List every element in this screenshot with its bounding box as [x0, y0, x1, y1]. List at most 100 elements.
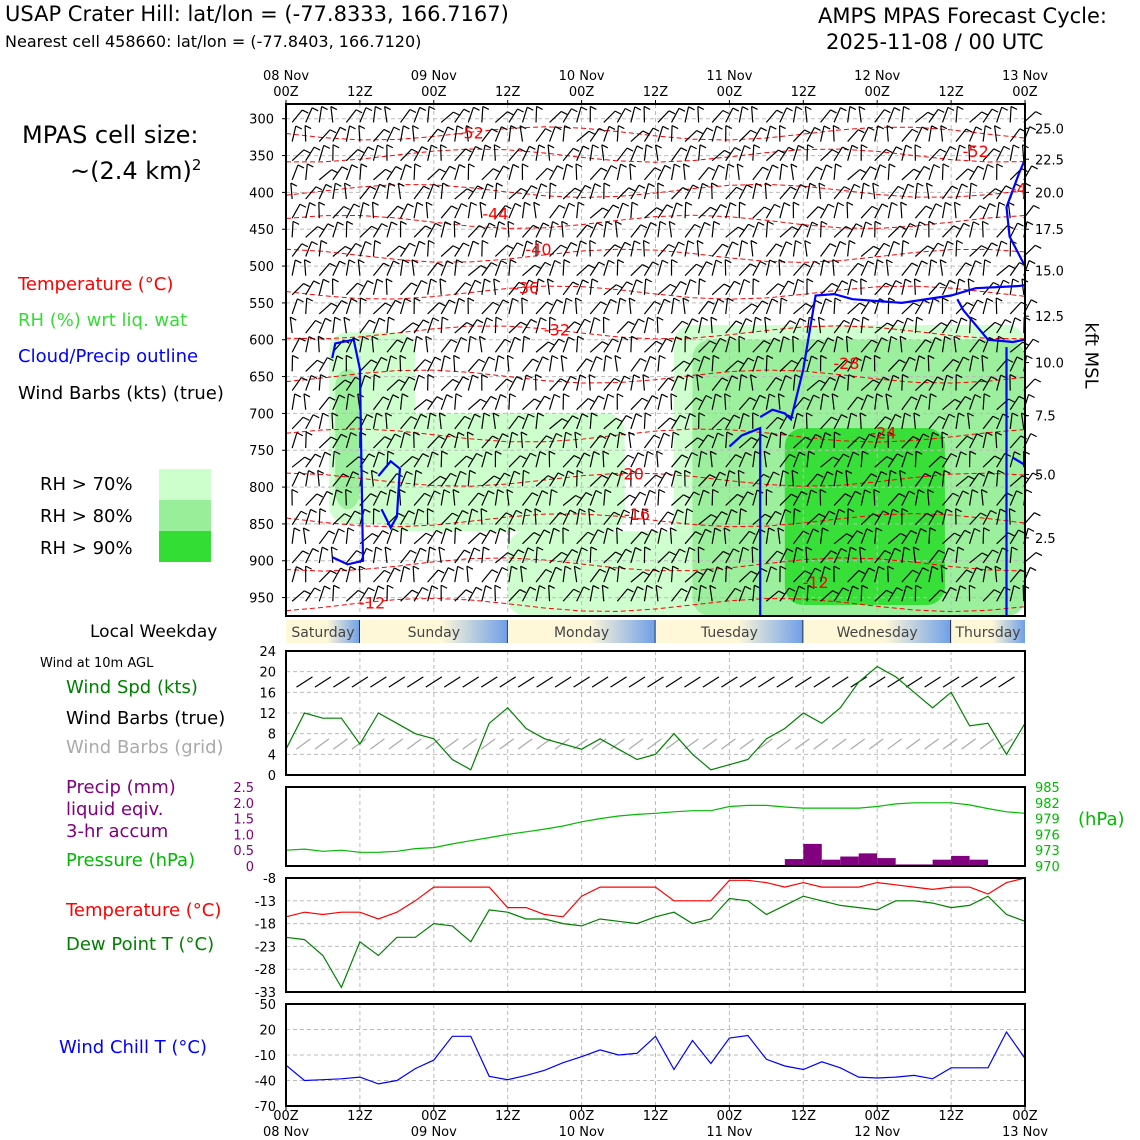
wind-barb-flag: [884, 549, 892, 555]
wind-barb-flag: [915, 450, 923, 455]
wind-barb-flag: [953, 225, 960, 230]
wind-barb-flag: [436, 396, 444, 401]
wind-barb-flag: [574, 187, 582, 192]
wind-barb: [779, 107, 788, 123]
wind-barb: [291, 456, 306, 468]
wind-barb: [874, 164, 881, 181]
wind-barb-flag: [910, 530, 918, 535]
wind-barb-flag: [1031, 165, 1038, 170]
wind-barb: [588, 508, 591, 525]
wind-barb: [454, 108, 465, 123]
wind-barb-flag: [924, 473, 932, 478]
wind-barb-flag: [616, 393, 624, 398]
wind-barb: [480, 508, 483, 525]
wind-barb-flag: [421, 279, 428, 285]
wind-barb-flag: [867, 394, 874, 399]
wind-barb-flag: [747, 357, 755, 362]
time-axis-label: 11 Nov: [706, 69, 752, 84]
wind-barb: [941, 336, 946, 353]
wind-barb-flag: [886, 125, 894, 130]
wind-barb-flag: [772, 164, 779, 169]
wind-barb: [779, 548, 788, 564]
kft-tick-label: 12.5: [1035, 310, 1064, 325]
wind-barb-flag: [465, 589, 473, 594]
wind-barb: [887, 185, 899, 200]
wind-barb: [765, 109, 778, 123]
wind-barb-flag: [942, 297, 949, 302]
wind-barb: [467, 470, 471, 487]
wind-barb: [833, 470, 838, 487]
wind-barb: [847, 145, 853, 161]
wind-barb: [805, 546, 808, 563]
wind-barb-flag: [567, 470, 575, 475]
wind-barb-flag: [908, 490, 916, 495]
wind-barb: [996, 470, 999, 487]
wind-barb-flag: [430, 278, 438, 283]
wind-barb-flag: [520, 431, 528, 436]
wind-barb-flag: [302, 109, 309, 114]
wind-barb: [738, 491, 749, 506]
wind-barb-flag: [874, 354, 881, 359]
wind-barb-flag: [1015, 183, 1022, 188]
wind-barb-flag: [480, 508, 488, 513]
wind-barb-flag: [313, 280, 320, 285]
time-axis-label: 12Z: [938, 85, 964, 100]
true-wind-barb: [887, 676, 905, 688]
wind-barb-flag: [905, 144, 913, 149]
wind-barb-flag: [638, 318, 645, 323]
wind-barb: [400, 589, 413, 602]
wind-barb: [508, 337, 516, 353]
wind-barb-flag: [642, 571, 650, 576]
wind-barb: [752, 340, 765, 353]
wind-barb: [521, 319, 532, 334]
wind-barb: [887, 202, 893, 219]
wind-barb: [725, 107, 734, 123]
wind-barb-flag: [998, 335, 1005, 340]
wind-barb-flag: [653, 568, 660, 573]
wind-barb-flag: [414, 297, 421, 302]
wind-barb-flag: [635, 547, 642, 552]
wind-barb: [386, 126, 395, 142]
wind-barb: [725, 186, 737, 200]
wind-barb: [671, 281, 681, 296]
wind-barb-flag: [912, 436, 920, 441]
wind-barb: [860, 433, 870, 449]
wind-barb: [752, 395, 761, 410]
wind-barb-flag: [586, 358, 593, 363]
wind-barb: [481, 546, 485, 564]
wind-barb: [548, 183, 551, 200]
wind-barb-flag: [374, 240, 382, 245]
wind-barb-flag: [463, 242, 470, 247]
wind-barb: [549, 551, 562, 564]
wind-barb-flag: [606, 221, 613, 226]
wind-barb: [725, 454, 737, 468]
wind-barb-flag: [621, 470, 628, 475]
wind-barb: [576, 452, 585, 468]
wind-barb-flag: [439, 412, 446, 417]
wind-barb-flag: [553, 393, 561, 398]
pressure-tick-label: 973: [1035, 844, 1060, 859]
wind-barb: [833, 186, 845, 200]
wind-barb-flag: [642, 508, 649, 513]
wind-barb-flag: [997, 469, 1005, 474]
wind-barb: [955, 356, 964, 372]
wind-barb-flag: [478, 492, 485, 497]
legend-cloud: Cloud/Precip outline: [18, 346, 199, 367]
wind-barb: [913, 278, 916, 295]
wind-barb-flag: [939, 282, 946, 287]
wind-barb: [467, 146, 477, 161]
wind-barb: [628, 297, 632, 315]
wind-barb-flag: [490, 395, 497, 400]
wind-barb-flag: [380, 356, 388, 361]
wind-barb: [709, 451, 713, 468]
wind-barb-flag: [520, 187, 528, 193]
wind-barb-flag: [790, 186, 797, 191]
wind-barb: [589, 278, 593, 295]
wind-barb-flag: [829, 243, 837, 248]
wind-barb-flag: [432, 317, 440, 322]
wind-barb-flag: [775, 377, 783, 382]
wind-barb-flag: [583, 586, 590, 591]
wind-barb-flag: [537, 278, 545, 283]
wind-barb-flag: [710, 206, 717, 211]
wind-barb: [521, 240, 528, 257]
